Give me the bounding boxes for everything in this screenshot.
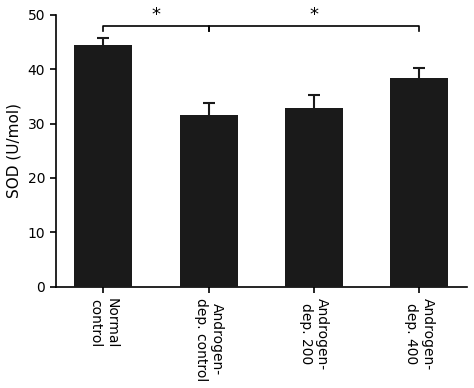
Bar [180,115,237,287]
Y-axis label: SOD (U/mol): SOD (U/mol) [7,103,22,198]
Bar [391,78,448,287]
Text: *: * [310,6,319,24]
Bar [74,45,132,287]
Bar [285,108,343,287]
Text: *: * [151,6,160,24]
